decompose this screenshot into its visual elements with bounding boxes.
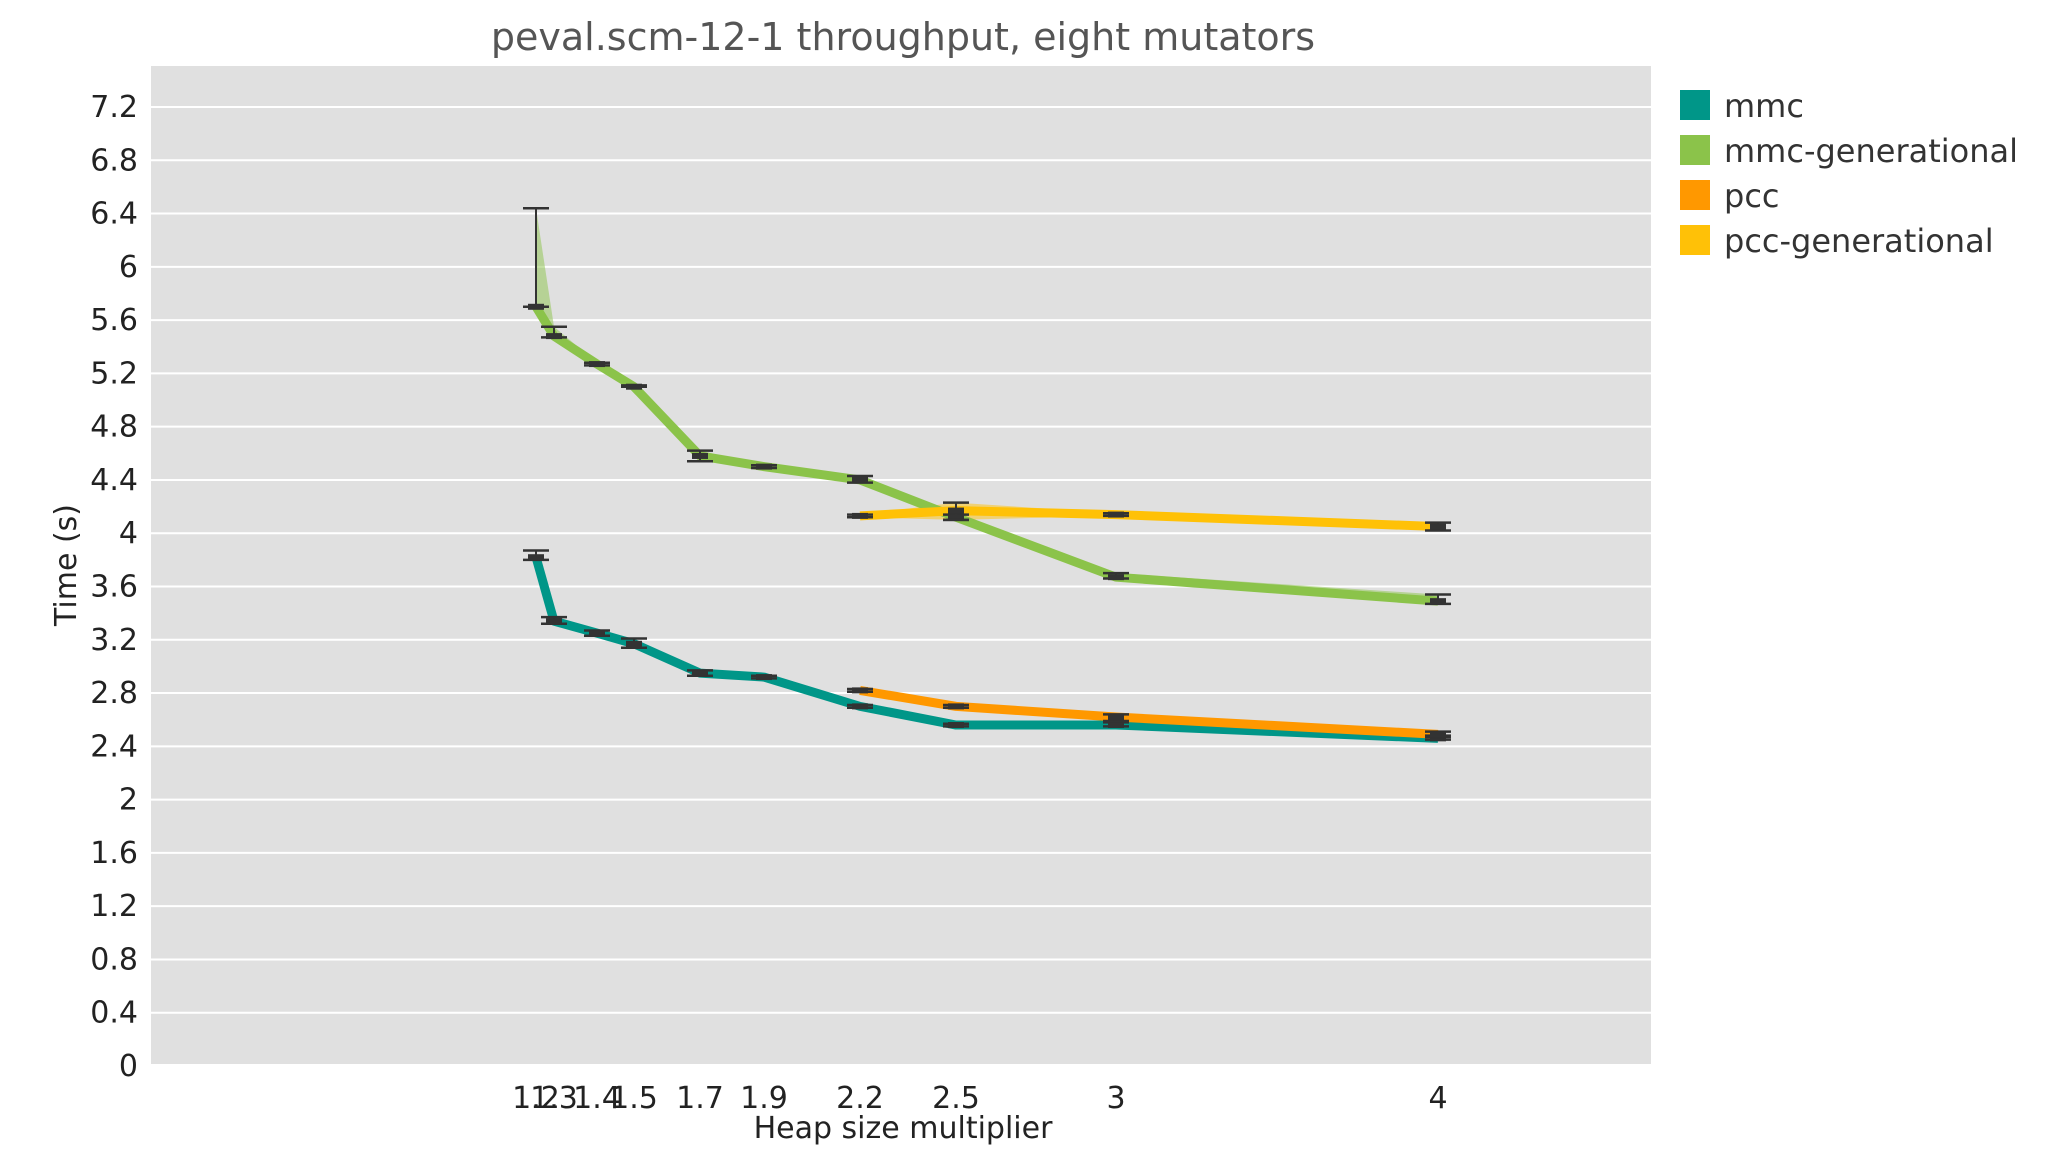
y-tick-label: 4 (119, 516, 138, 551)
legend-item: mmc-generational (1680, 132, 2018, 170)
y-tick-label: 0.8 (90, 942, 138, 977)
y-tick-label: 0.4 (90, 996, 138, 1031)
legend-swatch (1680, 135, 1710, 165)
y-tick-label: 2.8 (90, 676, 138, 711)
legend-label: pcc-generational (1724, 222, 1994, 260)
y-tick-label: 6.4 (90, 197, 138, 232)
x-tick-label: 4 (1428, 1081, 1447, 1116)
legend-item: pcc (1680, 177, 1780, 215)
legend-swatch (1680, 225, 1710, 255)
legend-swatch (1680, 180, 1710, 210)
x-tick-label: 1.5 (610, 1081, 658, 1116)
y-axis-label: Time (s) (49, 504, 84, 627)
y-tick-label: 5.6 (90, 303, 138, 338)
y-tick-label: 2.4 (90, 729, 138, 764)
y-tick-label: 7.2 (90, 90, 138, 125)
chart-title: peval.scm-12-1 throughput, eight mutator… (491, 15, 1315, 59)
y-tick-label: 4.4 (90, 463, 138, 498)
legend: mmc mmc-generational pcc pcc-generational (1680, 87, 2018, 260)
y-tick-label: 6 (119, 250, 138, 285)
legend-label: mmc (1724, 87, 1804, 125)
x-axis-label: Heap size multiplier (754, 1111, 1054, 1146)
plot-background (151, 66, 1651, 1064)
y-axis-ticks: 0 0.4 0.8 1.2 1.6 2 2.4 2.8 3.2 3.6 4 4.4 4.8 5.2 5.6 6… (90, 90, 138, 1084)
legend-label: mmc-generational (1724, 132, 2018, 170)
y-tick-label: 5.2 (90, 356, 138, 391)
y-tick-label: 4.8 (90, 410, 138, 445)
x-tick-label: 3 (1106, 1081, 1125, 1116)
x-tick-label: 1.3 (530, 1081, 578, 1116)
y-tick-label: 3.2 (90, 623, 138, 658)
legend-item: pcc-generational (1680, 222, 1994, 260)
x-tick-label: 1.7 (676, 1081, 724, 1116)
y-tick-label: 1.2 (90, 889, 138, 924)
legend-item: mmc (1680, 87, 1804, 125)
legend-label: pcc (1724, 177, 1780, 215)
legend-swatch (1680, 90, 1710, 120)
y-tick-label: 3.6 (90, 570, 138, 605)
y-tick-label: 6.8 (90, 143, 138, 178)
y-tick-label: 0 (119, 1049, 138, 1084)
y-tick-label: 2 (119, 783, 138, 818)
y-tick-label: 1.6 (90, 836, 138, 871)
